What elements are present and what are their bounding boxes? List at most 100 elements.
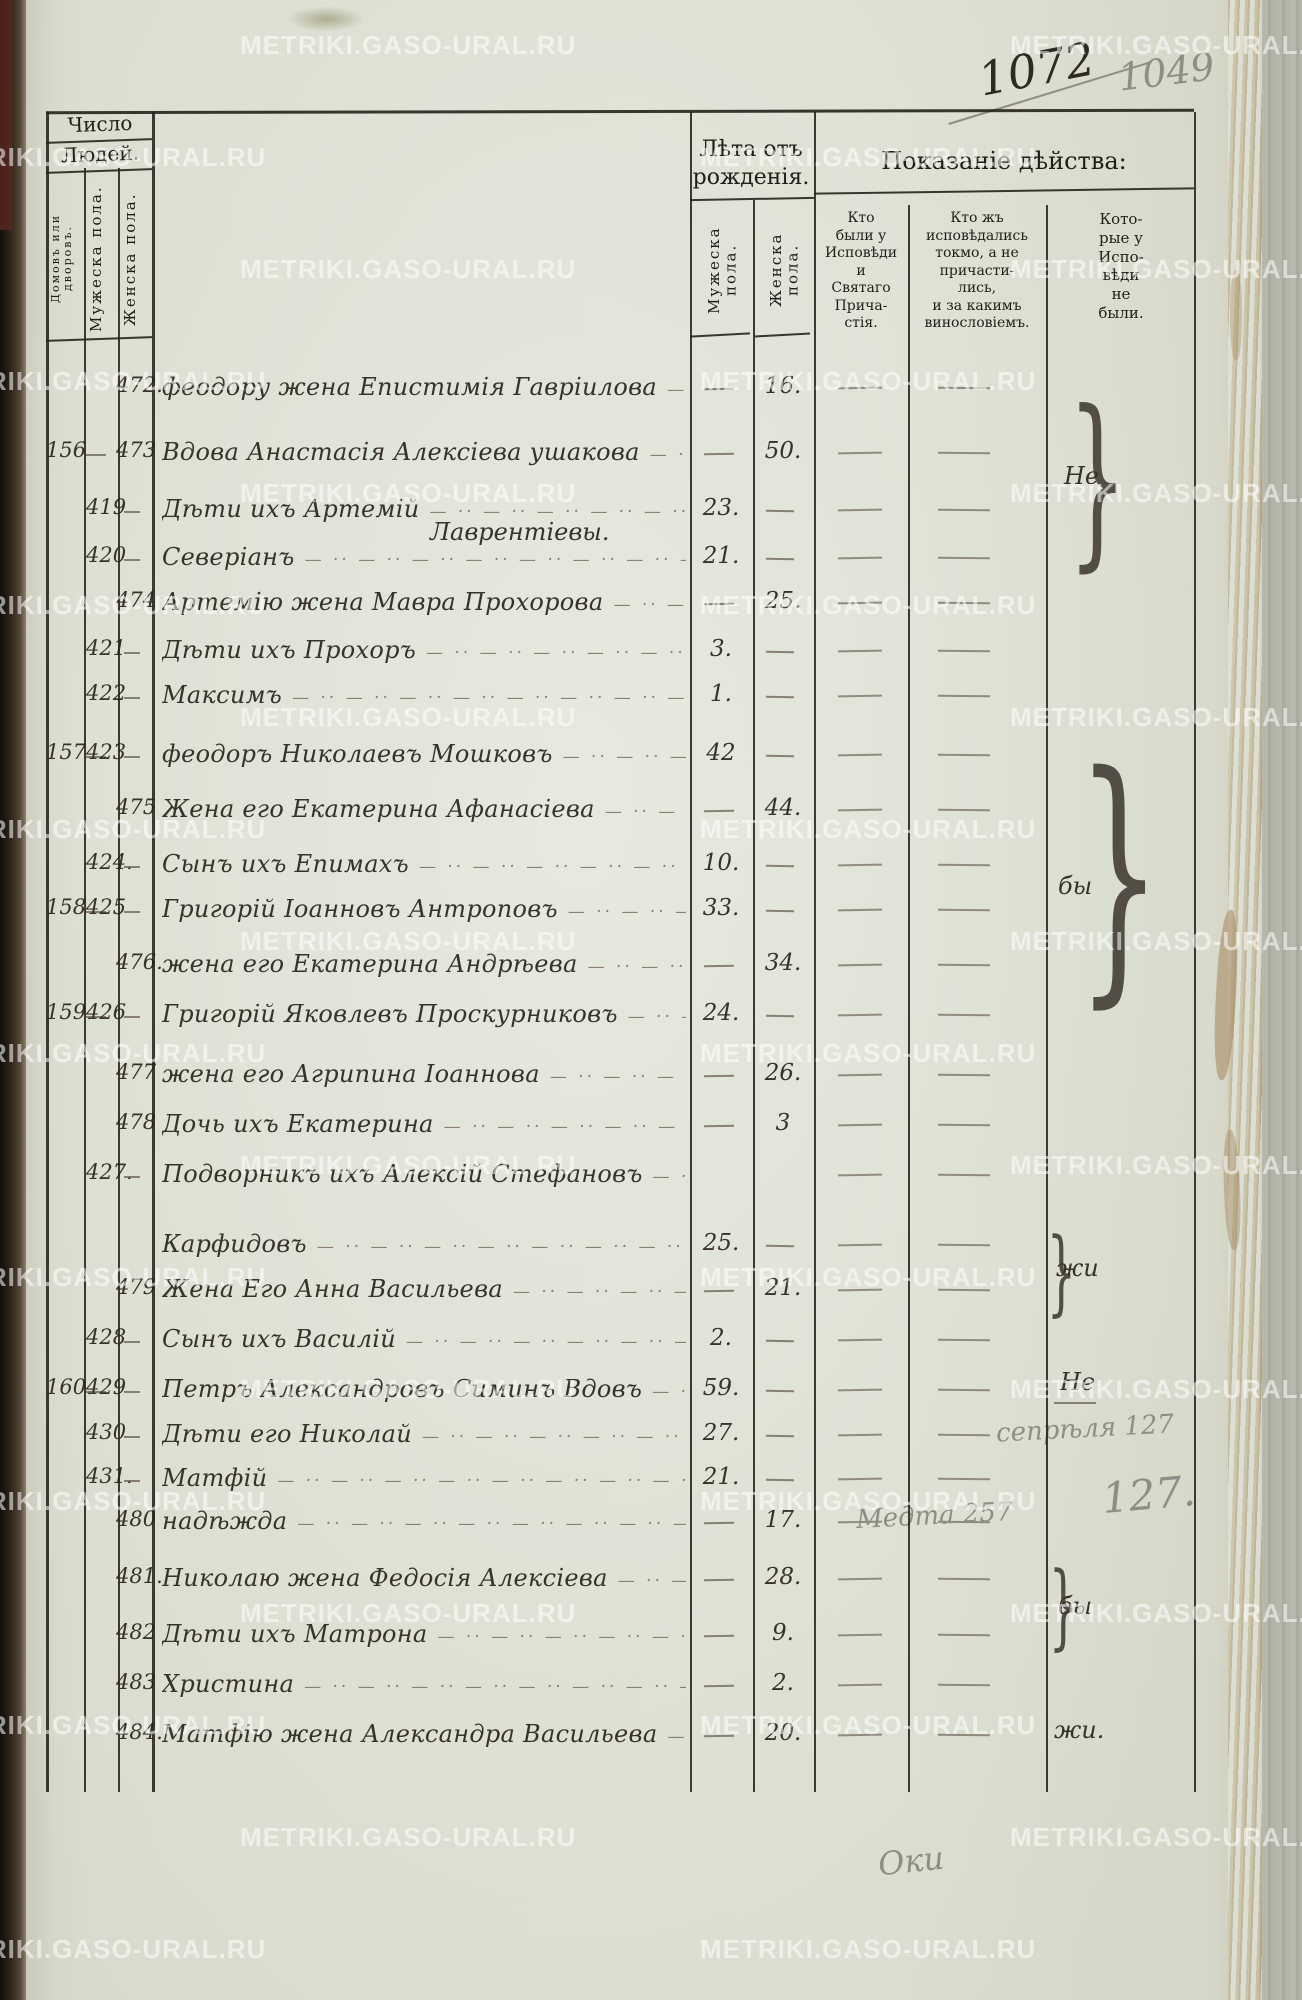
header-col-male-count: Мужеска пола.: [87, 185, 105, 333]
row-name: Подворникъ ихъ Алексій Стефановъ — ·· — ·…: [162, 1160, 686, 1188]
age-male: 2.: [710, 1325, 732, 1351]
age-male: 33.: [702, 895, 740, 921]
row-name: надѣжда — ·· — ·· — ·· — ·· — ·· — ·· — ·…: [162, 1507, 686, 1535]
female-entry-number: 477: [116, 1060, 157, 1084]
watermark: METRIKI.GASO-URAL.RU: [0, 142, 267, 172]
leader-dashes: — ·· — ·· — ·· — ·· — ·· — ·· — ·· — ·· …: [667, 1727, 686, 1747]
age-male: 3.: [710, 636, 732, 662]
column-rule: [118, 168, 120, 1792]
column-rule: [690, 112, 693, 1792]
header-count-line1: Число: [67, 110, 133, 138]
age-female: 34.: [764, 950, 802, 976]
row-name: Северіанъ — ·· — ·· — ·· — ·· — ·· — ·· —…: [162, 543, 686, 571]
age-female: 28.: [764, 1564, 802, 1590]
margin-label: жи: [1056, 1254, 1099, 1282]
age-female: 20.: [764, 1720, 802, 1746]
watermark: METRIKI.GASO-URAL.RU: [1010, 1822, 1302, 1852]
paper-stain: [1230, 270, 1242, 360]
age-female: 9.: [772, 1620, 794, 1646]
row-name: Сынъ ихъ Епимахъ — ·· — ·· — ·· — ·· — ··…: [162, 850, 686, 878]
dash-mark: [1054, 1402, 1096, 1404]
margin-label: Не: [1060, 1368, 1096, 1396]
header-action-col1: Кто были у Исповѣди и Святаго Прича- сті…: [824, 210, 898, 331]
row-name: феодору жена Епистимія Гавріилова — ·· — …: [162, 373, 686, 401]
ink-smudge: [286, 6, 366, 32]
male-entry-number: 431.: [86, 1464, 133, 1488]
watermark: METRIKI.GASO-URAL.RU: [240, 478, 577, 508]
age-male: 24.: [702, 1000, 740, 1026]
margin-bracket: }: [1046, 1218, 1077, 1326]
leader-dashes: — ·· — ·· — ·· — ·· — ·· — ·· — ·· — ·· …: [304, 550, 686, 570]
female-entry-number: 479: [116, 1275, 157, 1299]
row-name: Жена его Екатерина Афанасіева — ·· — ·· —…: [162, 795, 686, 823]
dash-mark: [124, 1341, 140, 1343]
dash-mark: [124, 1391, 140, 1393]
leader-dashes: — ·· — ·· — ·· — ·· — ·· — ·· — ·· — ·· …: [587, 957, 686, 977]
female-entry-number: 481.: [116, 1564, 163, 1588]
male-entry-number: 422: [86, 681, 127, 705]
age-female: 21.: [764, 1275, 802, 1301]
margin-label: Не: [1064, 462, 1100, 490]
row-name: Дочь ихъ Екатерина — ·· — ·· — ·· — ·· — …: [162, 1110, 686, 1138]
leader-dashes: — ·· — ·· — ·· — ·· — ·· — ·· — ·· — ·· …: [406, 1332, 686, 1352]
row-name: Христина — ·· — ·· — ·· — ·· — ·· — ·· — …: [162, 1670, 686, 1698]
leader-dashes: — ·· — ·· — ·· — ·· — ·· — ·· — ·· — ·· …: [297, 1514, 686, 1534]
margin-label: жи.: [1054, 1716, 1105, 1744]
person-name: Дѣти ихъ Прохоръ: [162, 636, 417, 664]
dash-mark: [124, 911, 140, 913]
margin-bracket: }: [1048, 1552, 1079, 1660]
male-entry-number: 426: [86, 1000, 127, 1024]
row-name: Жена Его Анна Васильева — ·· — ·· — ·· — …: [162, 1275, 686, 1303]
watermark: METRIKI.GASO-URAL.RU: [240, 254, 577, 284]
person-name: Дѣти ихъ Матрона: [162, 1620, 428, 1648]
watermark: METRIKI.GASO-URAL.RU: [0, 1486, 267, 1516]
female-entry-number: 476.: [116, 950, 163, 974]
female-entry-number: 478: [116, 1110, 157, 1134]
watermark: METRIKI.GASO-URAL.RU: [240, 1598, 577, 1628]
watermark: METRIKI.GASO-URAL.RU: [1010, 1598, 1302, 1628]
age-male: 1.: [710, 681, 732, 707]
leader-dashes: — ·· — ·· — ·· — ·· — ·· — ·· — ·· — ·· …: [627, 1007, 686, 1027]
person-name: Григорій Іоанновъ Антроповъ: [162, 895, 558, 923]
person-name: Карфидовъ: [162, 1230, 307, 1258]
watermark: METRIKI.GASO-URAL.RU: [240, 702, 577, 732]
house-number: 160.: [46, 1375, 93, 1399]
leader-dashes: — ·· — ·· — ·· — ·· — ·· — ·· — ·· — ·· …: [304, 1677, 686, 1697]
watermark: METRIKI.GASO-URAL.RU: [1010, 1374, 1302, 1404]
age-female: 50.: [764, 438, 802, 464]
watermark: METRIKI.GASO-URAL.RU: [1010, 478, 1302, 508]
male-entry-number: 430: [86, 1420, 127, 1444]
watermark: METRIKI.GASO-URAL.RU: [1010, 926, 1302, 956]
row-name: феодоръ Николаевъ Мошковъ — ·· — ·· — ·· …: [162, 740, 686, 768]
leader-dashes: — ·· — ·· — ·· — ·· — ·· — ·· — ·· — ·· …: [649, 445, 686, 465]
female-entry-number: 483: [116, 1670, 157, 1694]
header-age-group: Лѣта отъ рожденія.: [692, 137, 810, 190]
person-name: Артемію жена Мавра Прохорова: [162, 588, 604, 616]
scanner-background: [1262, 0, 1302, 2000]
watermark: METRIKI.GASO-URAL.RU: [700, 590, 1037, 620]
male-entry-number: 420: [86, 543, 127, 567]
female-entry-number: 474: [116, 588, 157, 612]
age-male: 25.: [702, 1230, 740, 1256]
dash-mark: [86, 911, 106, 913]
person-name: Сынъ ихъ Василій: [162, 1325, 397, 1353]
row-name: Григорій Іоанновъ Антроповъ — ·· — ·· — ·…: [162, 895, 686, 923]
leader-dashes: — ·· — ·· — ·· — ·· — ·· — ·· — ·· — ·· …: [652, 1167, 686, 1187]
header-age-female: Женска пола.: [767, 232, 802, 308]
row-name: Вдова Анастасія Алексіева ушакова — ·· — …: [162, 438, 686, 466]
row-name: Григорій Яковлевъ Проскурниковъ — ·· — ··…: [162, 1000, 686, 1028]
column-rule: [152, 112, 155, 1792]
row-name: Дѣти ихъ Матрона — ·· — ·· — ·· — ·· — ··…: [162, 1620, 686, 1648]
male-entry-number: 429: [86, 1375, 127, 1399]
person-name: Северіанъ: [162, 543, 295, 571]
column-rule: [908, 205, 910, 1792]
person-name: надѣжда: [162, 1507, 288, 1535]
watermark: METRIKI.GASO-URAL.RU: [1010, 702, 1302, 732]
column-rule: [814, 112, 817, 1792]
dash-mark: [86, 454, 106, 456]
header-col-houses: Домовъ или дворовъ.: [49, 213, 75, 303]
dash-mark: [124, 1480, 140, 1482]
person-name: Подворникъ ихъ Алексій Стефановъ: [162, 1160, 643, 1188]
female-entry-number: 482: [116, 1620, 157, 1644]
dash-mark: [86, 1016, 106, 1018]
